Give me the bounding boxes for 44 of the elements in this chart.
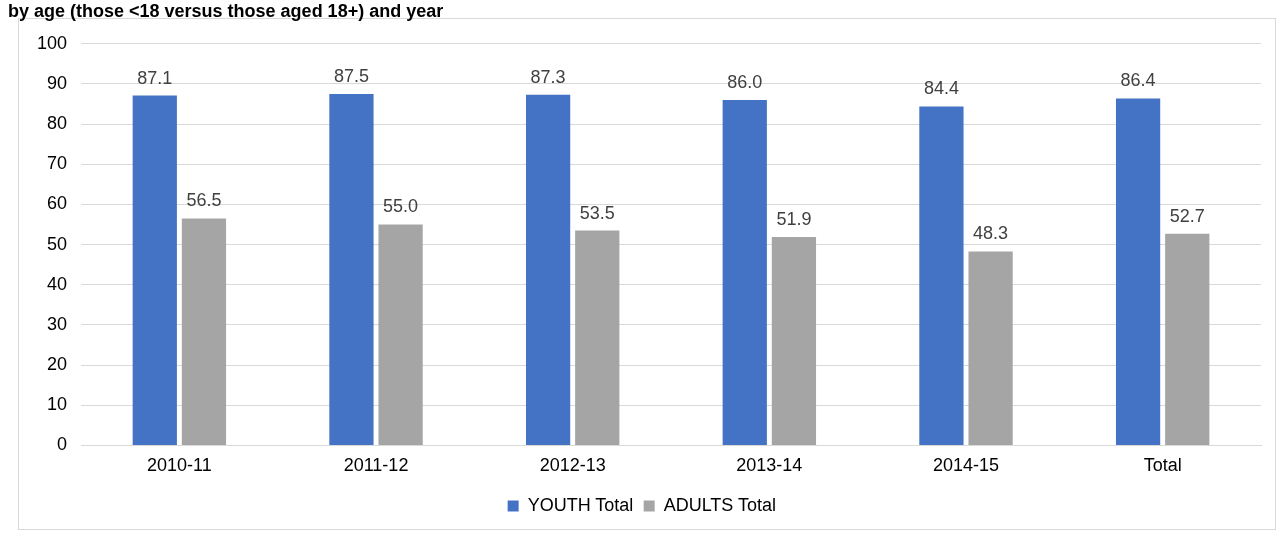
bar bbox=[771, 236, 817, 445]
data-label: 87.1 bbox=[137, 67, 173, 88]
data-label: 87.5 bbox=[333, 65, 369, 86]
y-tick-label: 100 bbox=[36, 32, 68, 53]
bar bbox=[575, 230, 620, 445]
legend-label: ADULTS Total bbox=[663, 494, 777, 515]
bar bbox=[1165, 233, 1210, 445]
y-tick-label: 80 bbox=[47, 113, 68, 134]
y-tick-label: 40 bbox=[47, 273, 68, 294]
y-tick-label: 0 bbox=[57, 434, 68, 455]
data-label: 56.5 bbox=[186, 190, 222, 211]
data-label: 86.4 bbox=[1120, 70, 1156, 91]
legend-label: YOUTH Total bbox=[527, 494, 634, 515]
data-label: 51.9 bbox=[776, 208, 812, 229]
bar bbox=[329, 94, 374, 445]
y-tick-label: 60 bbox=[47, 193, 68, 214]
data-label: 53.5 bbox=[579, 202, 615, 223]
y-tick-label: 30 bbox=[47, 313, 68, 334]
data-label: 55.0 bbox=[383, 196, 419, 217]
y-tick-label: 20 bbox=[47, 354, 68, 375]
bar bbox=[378, 224, 423, 445]
x-tick-label: Total bbox=[1143, 455, 1182, 476]
x-tick-label: 2011-12 bbox=[343, 455, 409, 476]
data-label: 84.4 bbox=[923, 78, 959, 99]
x-tick-label: 2014-15 bbox=[932, 455, 1000, 476]
data-label: 86.0 bbox=[727, 71, 763, 92]
bar bbox=[1115, 98, 1161, 445]
data-label: 52.7 bbox=[1169, 205, 1205, 226]
y-tick-label: 50 bbox=[47, 233, 68, 254]
y-tick-label: 70 bbox=[47, 153, 68, 174]
x-tick-label: 2012-13 bbox=[539, 455, 606, 476]
bar bbox=[919, 106, 964, 445]
data-label: 87.3 bbox=[530, 66, 566, 87]
bar bbox=[525, 94, 571, 445]
bar bbox=[132, 95, 177, 445]
chart-title: by age (those <18 versus those aged 18+) and year bbox=[8, 0, 445, 21]
y-tick-label: 10 bbox=[47, 394, 68, 415]
x-tick-label: 2013-14 bbox=[736, 455, 803, 476]
bar bbox=[968, 251, 1013, 445]
data-label: 48.3 bbox=[973, 223, 1009, 244]
x-tick-label: 2010-11 bbox=[147, 455, 212, 476]
bar bbox=[181, 218, 227, 445]
bar bbox=[722, 100, 767, 445]
y-tick-label: 90 bbox=[47, 72, 68, 93]
